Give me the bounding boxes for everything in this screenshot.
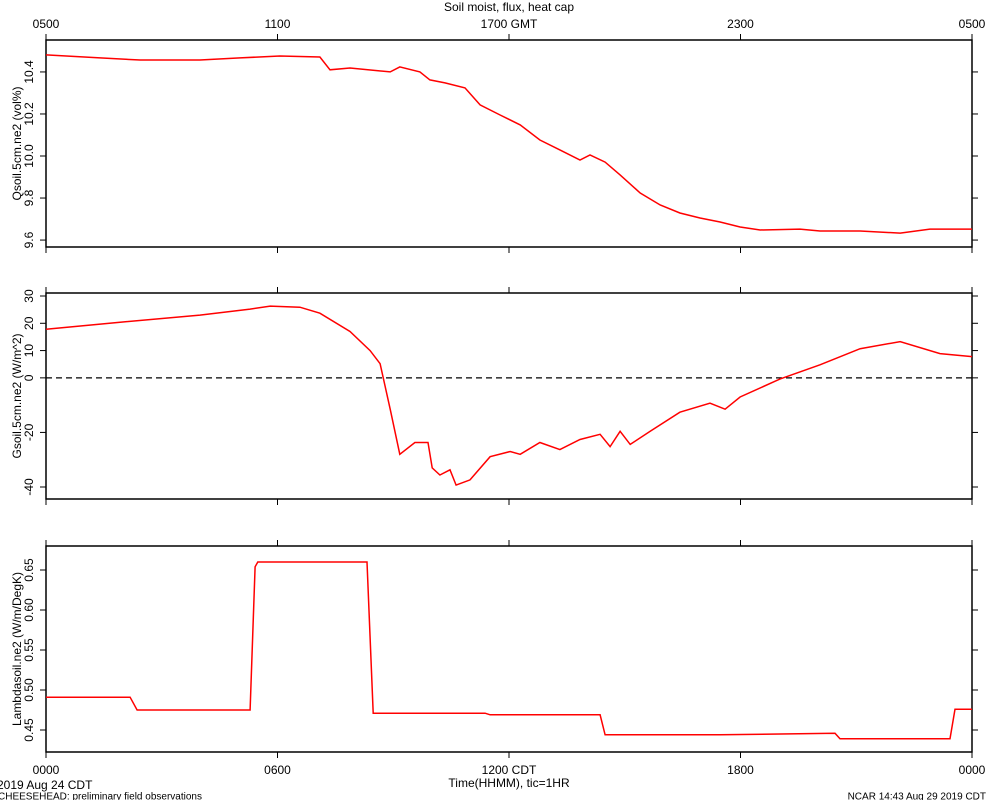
y-axis-label: Lambdasoil.ne2 (W/m/DegK) (10, 572, 24, 726)
x-tick-label: 0000 (959, 763, 986, 777)
y-tick-label: -40 (22, 478, 36, 496)
y-tick-label: 0.60 (22, 598, 36, 622)
y-axis-label: Gsoil.5cm.ne2 (W/m^2) (10, 334, 24, 459)
y-tick-label: 0.45 (22, 718, 36, 742)
data-line (46, 561, 972, 740)
x-tick-label: 1100 (265, 17, 291, 31)
y-tick-label: -20 (22, 423, 36, 441)
plot-frame (45, 292, 973, 500)
y-tick-label: 9.6 (22, 231, 36, 248)
data-line (45, 305, 973, 487)
y-tick-label: 0.55 (22, 638, 36, 662)
y-tick-label: 20 (22, 316, 36, 330)
x-tick-label: 1700 GMT (481, 17, 538, 31)
x-tick-label: 0600 (264, 763, 291, 777)
footer-date: 2019 Aug 24 CDT (0, 778, 93, 792)
y-tick-label: 0 (22, 374, 36, 381)
footer-project: CHEESEHEAD: preliminary field observatio… (0, 792, 202, 800)
x-tick-label: 0000 (33, 763, 60, 777)
y-tick-label: 10.4 (22, 60, 36, 84)
x-axis-label: Time(HHMM), tic=1HR (448, 776, 570, 790)
x-tick-label: 2300 (727, 17, 754, 31)
x-tick-label: 1800 (727, 763, 754, 777)
x-tick-label: 0500 (33, 17, 60, 31)
data-line (45, 54, 972, 234)
y-tick-label: 10.0 (22, 144, 36, 168)
x-tick-label: 0500 (959, 17, 986, 31)
y-tick-label: 9.8 (22, 189, 36, 206)
y-tick-label: 10 (22, 344, 36, 358)
x-tick-label: 1200 CDT (482, 763, 537, 777)
y-axis-label: Qsoil.5cm.ne2 (vol%) (10, 86, 24, 200)
chart-title: Soil moist, flux, heat cap (444, 0, 574, 14)
plot-frame (45, 545, 973, 753)
plot-frame (45, 39, 973, 248)
y-tick-label: 0.50 (22, 678, 36, 702)
y-tick-label: 10.2 (22, 102, 36, 126)
y-tick-label: 0.65 (22, 558, 36, 582)
footer-stamp: NCAR 14:43 Aug 29 2019 CDT (848, 792, 986, 800)
y-tick-label: 30 (22, 289, 36, 303)
